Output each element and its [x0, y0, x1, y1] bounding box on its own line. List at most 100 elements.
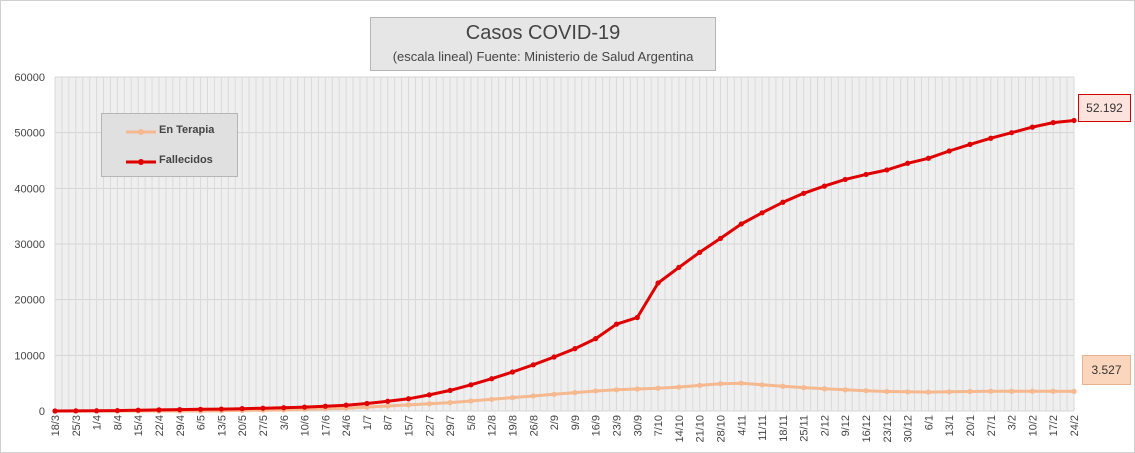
- x-tick-label-27: 23/9: [611, 415, 623, 436]
- x-tick-label-32: 28/10: [715, 415, 727, 443]
- data-point-en-terapia-42: [925, 389, 932, 395]
- x-tick-label-13: 17/6: [320, 415, 332, 436]
- x-tick-label-49: 24/2: [1069, 415, 1081, 436]
- x-tick-label-29: 7/10: [653, 415, 665, 436]
- data-point-en-terapia-36: [801, 385, 807, 391]
- legend-swatch-fallecidos: [126, 159, 156, 165]
- data-point-fallecidos-34: [759, 210, 765, 216]
- x-tick-label-38: 9/12: [840, 415, 852, 436]
- x-tick-label-22: 19/8: [508, 415, 520, 436]
- x-tick-label-25: 9/9: [570, 415, 582, 430]
- x-tick-label-24: 2/9: [549, 415, 561, 430]
- data-point-fallecidos-19: [447, 387, 453, 394]
- data-point-fallecidos-41: [905, 160, 911, 166]
- data-point-en-terapia-22: [509, 395, 516, 401]
- data-point-fallecidos-46: [1009, 130, 1015, 136]
- data-point-en-terapia-24: [551, 391, 557, 397]
- end-label-en-terapia: 3.527: [1082, 355, 1131, 385]
- data-point-fallecidos-15: [364, 400, 370, 407]
- series-fallecidos: [52, 117, 1077, 414]
- x-tick-label-21: 12/8: [487, 415, 499, 436]
- x-tick-label-34: 11/11: [757, 415, 769, 441]
- data-point-fallecidos-1: [73, 408, 79, 414]
- x-tick-label-12: 10/6: [300, 415, 312, 436]
- end-label-fallecidos: 52.192: [1078, 94, 1131, 122]
- series-line-fallecidos: [54, 119, 1075, 413]
- data-point-fallecidos-4: [135, 407, 141, 413]
- x-tick-label-28: 30/9: [632, 415, 644, 436]
- data-point-en-terapia-18: [426, 401, 432, 407]
- x-tick-label-39: 16/12: [861, 415, 873, 443]
- y-tick-label-5: 50000: [14, 128, 45, 140]
- data-point-en-terapia-31: [697, 382, 703, 388]
- data-point-en-terapia-40: [884, 388, 890, 395]
- data-point-en-terapia-45: [988, 388, 994, 394]
- x-tick-label-15: 1/7: [362, 415, 374, 430]
- legend-swatch-en-terapia: [126, 129, 156, 135]
- data-point-fallecidos-22: [509, 369, 516, 375]
- data-point-fallecidos-27: [613, 321, 620, 327]
- data-point-en-terapia-25: [572, 390, 578, 396]
- data-point-fallecidos-47: [1029, 124, 1036, 130]
- data-point-fallecidos-8: [218, 406, 224, 412]
- x-tick-label-30: 14/10: [674, 415, 686, 443]
- data-point-en-terapia-32: [717, 381, 724, 387]
- x-tick-label-23: 26/8: [528, 415, 540, 436]
- x-tick-label-35: 18/11: [778, 415, 790, 442]
- data-point-en-terapia-43: [946, 389, 952, 395]
- data-point-en-terapia-26: [593, 388, 599, 394]
- data-point-en-terapia-41: [905, 389, 911, 395]
- data-point-fallecidos-7: [197, 406, 204, 412]
- series-line-en-terapia: [55, 381, 1075, 413]
- y-axis: 0 10000 20000 30000 40000 50000 60000: [14, 72, 45, 418]
- x-tick-label-19: 29/7: [445, 415, 457, 436]
- data-point-fallecidos-16: [385, 398, 391, 404]
- data-point-fallecidos-11: [281, 405, 287, 411]
- data-point-en-terapia-37: [821, 386, 828, 392]
- data-point-en-terapia-46: [1009, 388, 1015, 394]
- y-tick-label-6: 60000: [14, 72, 45, 84]
- x-tick-label-4: 15/4: [133, 415, 145, 436]
- data-point-fallecidos-2: [93, 408, 100, 414]
- data-point-fallecidos-5: [156, 407, 162, 413]
- x-tick-label-33: 4/11: [736, 415, 748, 436]
- data-point-en-terapia-27: [613, 387, 620, 393]
- series-layer: [52, 117, 1077, 414]
- x-tick-label-44: 20/1: [965, 415, 977, 436]
- y-tick-label-4: 40000: [14, 183, 45, 195]
- data-point-en-terapia-28: [634, 386, 640, 392]
- chart-title: Casos COVID-19: [465, 22, 621, 44]
- x-tick-label-40: 23/12: [882, 415, 894, 443]
- data-point-fallecidos-9: [239, 406, 245, 412]
- data-point-fallecidos-12: [301, 404, 308, 410]
- data-point-fallecidos-25: [572, 346, 578, 352]
- legend-label-en-terapia: En Terapia: [159, 124, 215, 136]
- x-tick-label-46: 3/2: [1007, 415, 1019, 430]
- x-tick-label-47: 10/2: [1027, 415, 1039, 436]
- x-tick-label-2: 1/4: [92, 415, 104, 430]
- data-point-fallecidos-20: [468, 382, 474, 388]
- grid: [54, 76, 1075, 412]
- x-tick-label-9: 20/5: [237, 415, 249, 436]
- data-point-en-terapia-21: [489, 396, 495, 402]
- data-point-en-terapia-23: [530, 393, 536, 399]
- x-tick-label-17: 15/7: [404, 415, 416, 436]
- data-point-fallecidos-33: [738, 221, 744, 227]
- data-point-fallecidos-30: [676, 264, 682, 270]
- data-point-fallecidos-42: [925, 155, 932, 161]
- data-point-fallecidos-26: [593, 336, 599, 342]
- data-point-fallecidos-10: [260, 405, 266, 411]
- x-tick-label-45: 27/1: [986, 415, 998, 436]
- x-tick-label-36: 25/11: [799, 415, 811, 442]
- x-tick-label-11: 3/6: [279, 415, 291, 430]
- data-point-fallecidos-43: [946, 148, 952, 154]
- x-tick-label-8: 13/5: [216, 415, 228, 436]
- data-point-fallecidos-13: [322, 403, 328, 409]
- data-point-en-terapia-17: [405, 402, 412, 408]
- data-point-en-terapia-48: [1050, 388, 1056, 394]
- data-point-en-terapia-35: [780, 383, 786, 389]
- data-point-en-terapia-33: [738, 380, 744, 386]
- data-point-en-terapia-20: [468, 398, 474, 404]
